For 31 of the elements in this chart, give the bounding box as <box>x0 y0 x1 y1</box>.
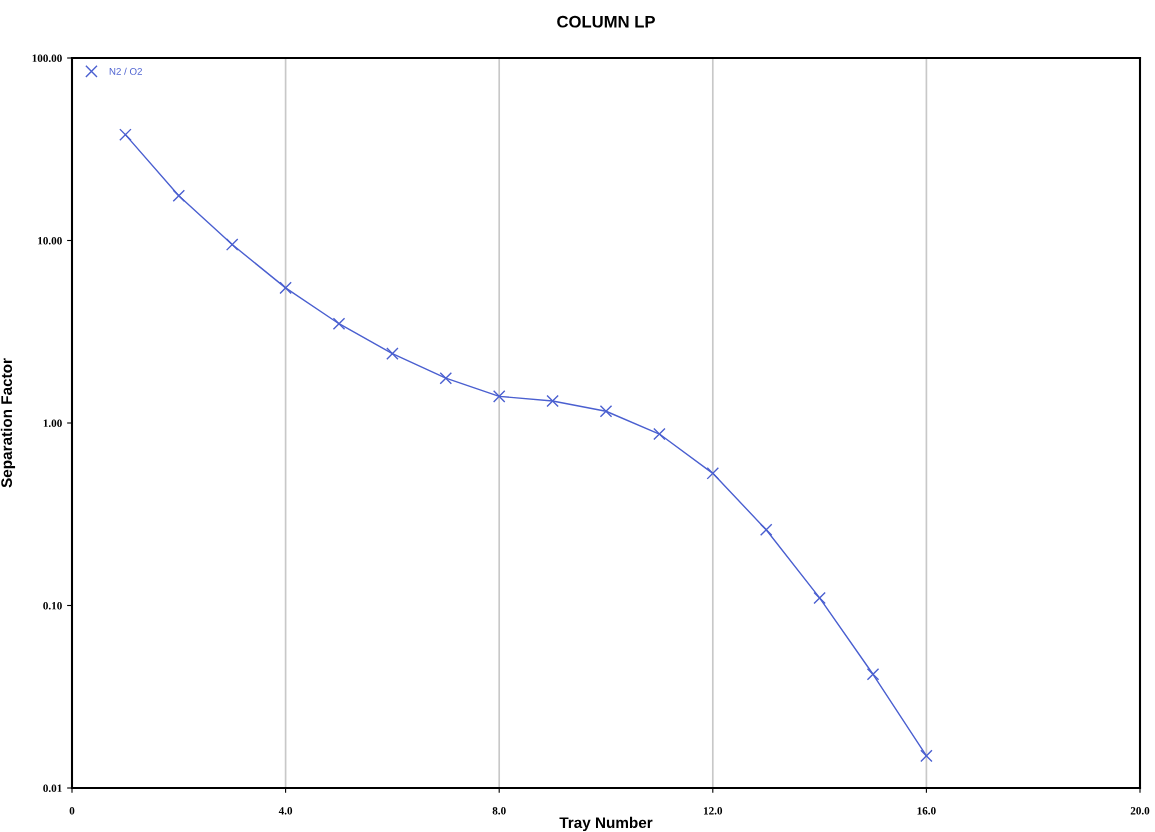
point <box>492 390 506 403</box>
point <box>386 347 399 360</box>
point <box>920 749 933 763</box>
point <box>279 281 292 295</box>
x-axis-title: Tray Number <box>559 816 653 832</box>
y-tick-label: 0.01 <box>43 784 62 793</box>
point <box>706 467 720 480</box>
y-tick-label: 1.00 <box>43 419 62 428</box>
point <box>119 128 132 141</box>
point <box>439 371 453 385</box>
point <box>172 189 186 202</box>
x-tick-label: 0 <box>69 807 75 815</box>
y-tick-label: 100.00 <box>32 54 62 63</box>
y-tick-label: 0.10 <box>43 601 62 610</box>
point <box>332 317 346 330</box>
legend-label: N2 / O2 <box>109 67 142 75</box>
point <box>759 523 773 537</box>
point <box>653 427 666 441</box>
point <box>546 394 559 408</box>
x-tick-label: 12.0 <box>703 807 723 815</box>
point <box>813 591 826 605</box>
point <box>225 238 239 251</box>
x-tick-label: 8.0 <box>492 807 506 815</box>
chart-title: COLUMN LP <box>557 15 655 28</box>
y-axis-title: Separation Factor <box>0 358 16 488</box>
x-tick-label: 16.0 <box>917 807 936 815</box>
y-tick-label: 10.00 <box>38 236 62 245</box>
x-tick-label: 20.0 <box>1130 807 1150 815</box>
x-tick-label: 4.0 <box>278 807 293 815</box>
point <box>599 404 613 418</box>
point <box>866 668 880 681</box>
